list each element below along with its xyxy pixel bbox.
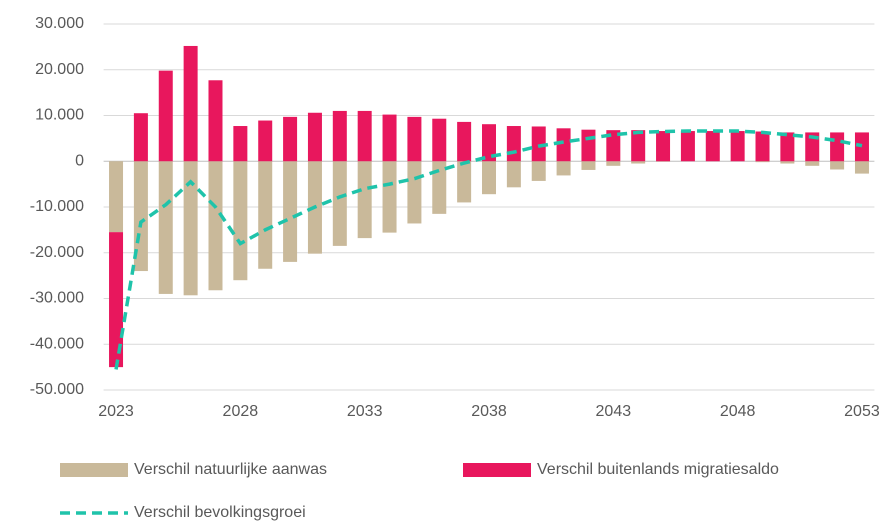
legend-label: Verschil bevolkingsgroei bbox=[134, 504, 306, 521]
bar bbox=[756, 161, 770, 162]
bar bbox=[258, 121, 272, 162]
bar bbox=[482, 161, 496, 194]
bar bbox=[780, 132, 794, 161]
bar bbox=[631, 130, 645, 161]
y-tick-label: -40.000 bbox=[30, 335, 84, 352]
bar bbox=[383, 161, 397, 232]
bar bbox=[557, 161, 571, 175]
x-tick-label: 2043 bbox=[596, 403, 632, 420]
legend-label: Verschil buitenlands migratiesaldo bbox=[537, 461, 779, 478]
bar bbox=[830, 161, 844, 169]
bar bbox=[432, 161, 446, 214]
bar bbox=[333, 111, 347, 161]
bar bbox=[706, 131, 720, 161]
y-tick-label: -10.000 bbox=[30, 198, 84, 215]
bar bbox=[457, 161, 471, 202]
bar bbox=[109, 161, 123, 232]
bar bbox=[383, 115, 397, 162]
bar bbox=[208, 161, 222, 290]
y-tick-label: 0 bbox=[75, 152, 84, 169]
y-tick-label: 20.000 bbox=[35, 61, 84, 78]
bar bbox=[731, 131, 745, 161]
x-tick-label: 2053 bbox=[844, 403, 880, 420]
bar bbox=[407, 117, 421, 161]
bar bbox=[507, 161, 521, 187]
bar bbox=[283, 161, 297, 262]
bar bbox=[358, 111, 372, 161]
bar bbox=[233, 161, 247, 280]
y-tick-label: -20.000 bbox=[30, 244, 84, 261]
bar bbox=[855, 132, 869, 161]
bar bbox=[233, 126, 247, 161]
bar bbox=[830, 132, 844, 161]
y-tick-label: -30.000 bbox=[30, 290, 84, 307]
bar bbox=[581, 161, 595, 170]
bar bbox=[532, 161, 546, 181]
bar bbox=[208, 80, 222, 161]
bar bbox=[557, 128, 571, 161]
bar bbox=[358, 161, 372, 238]
bar bbox=[134, 113, 148, 161]
x-tick-label: 2033 bbox=[347, 403, 383, 420]
bar bbox=[631, 161, 645, 163]
bar bbox=[283, 117, 297, 161]
bar bbox=[457, 122, 471, 161]
bar bbox=[432, 119, 446, 162]
y-tick-label: 30.000 bbox=[35, 15, 84, 32]
y-tick-label: -50.000 bbox=[30, 381, 84, 398]
x-tick-label: 2048 bbox=[720, 403, 756, 420]
bar bbox=[681, 131, 695, 161]
legend-swatch bbox=[463, 463, 531, 477]
bar bbox=[507, 126, 521, 161]
bar bbox=[756, 132, 770, 162]
y-tick-label: 10.000 bbox=[35, 107, 84, 124]
x-tick-label: 2023 bbox=[98, 403, 134, 420]
bar bbox=[581, 130, 595, 162]
bar bbox=[308, 113, 322, 161]
x-tick-label: 2028 bbox=[223, 403, 259, 420]
bar bbox=[780, 161, 794, 163]
bar bbox=[184, 46, 198, 161]
bar bbox=[159, 161, 173, 294]
legend-swatch bbox=[60, 463, 128, 477]
bar bbox=[805, 161, 819, 166]
bar bbox=[333, 161, 347, 246]
bar bbox=[606, 161, 620, 166]
bar bbox=[407, 161, 421, 223]
x-tick-label: 2038 bbox=[471, 403, 507, 420]
bar bbox=[159, 71, 173, 162]
bar bbox=[656, 131, 670, 161]
bar bbox=[258, 161, 272, 269]
legend-label: Verschil natuurlijke aanwas bbox=[134, 461, 327, 478]
bar bbox=[855, 161, 869, 173]
